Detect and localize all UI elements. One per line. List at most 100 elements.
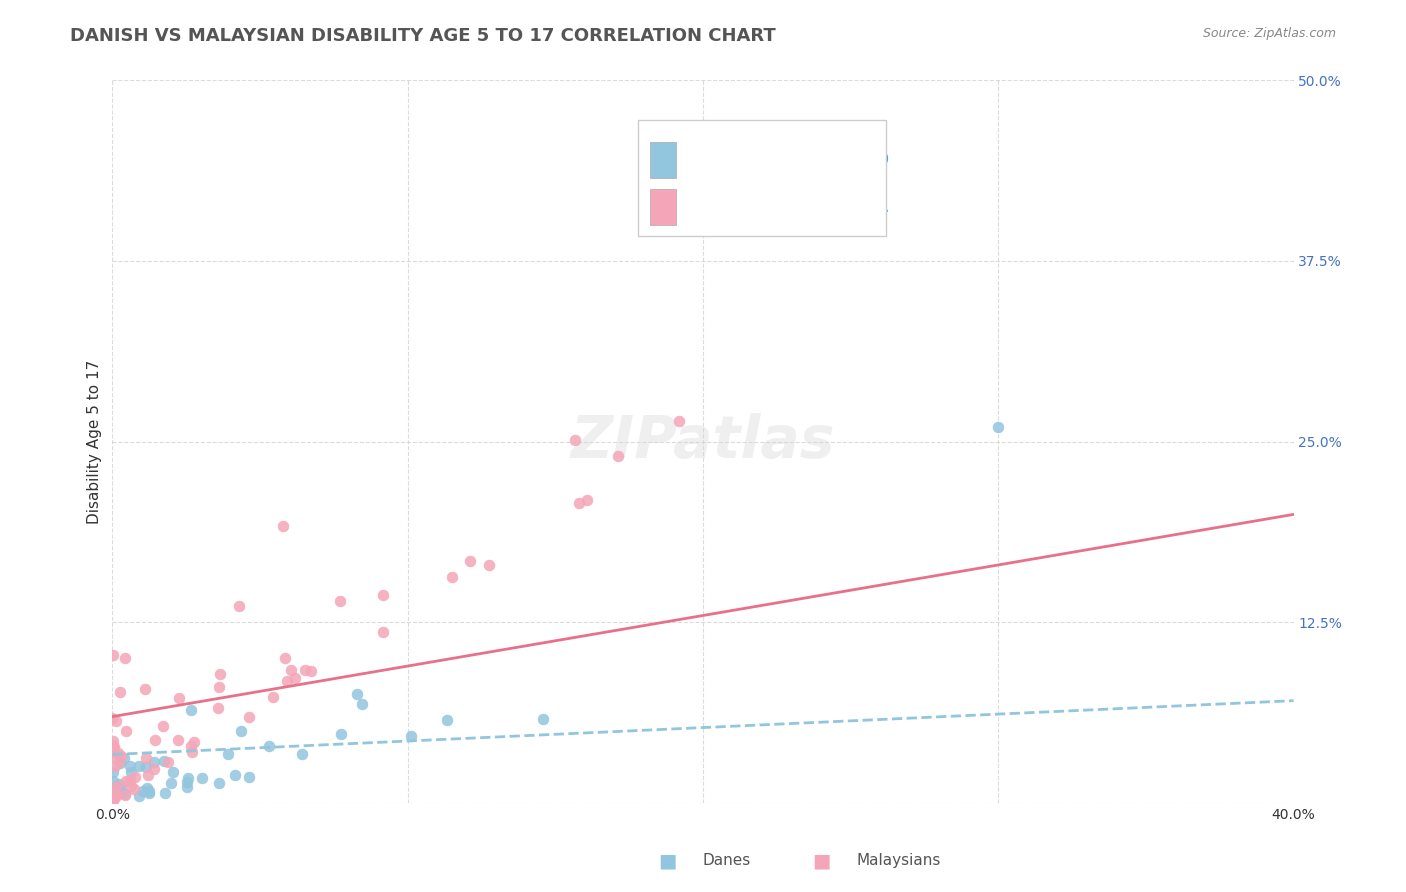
Point	[280, 663, 302, 677]
Point	[108, 685, 131, 699]
Point	[132, 784, 155, 798]
Point	[103, 791, 125, 805]
Y-axis label: Disability Age 5 to 17: Disability Age 5 to 17	[87, 359, 103, 524]
Point	[143, 733, 166, 747]
Point	[143, 762, 166, 776]
Point	[107, 746, 129, 760]
Point	[103, 759, 125, 773]
Point	[176, 774, 198, 789]
Text: Danes: Danes	[703, 853, 751, 868]
Point	[101, 744, 124, 758]
Point	[138, 784, 160, 798]
Point	[105, 779, 128, 793]
Point	[108, 756, 131, 770]
Point	[458, 554, 481, 568]
Point	[108, 777, 131, 791]
Point	[399, 729, 422, 743]
Point	[156, 756, 179, 770]
Point	[103, 740, 125, 755]
Point	[564, 434, 586, 448]
Text: 71: 71	[865, 198, 890, 216]
Point	[114, 723, 136, 738]
Point	[575, 492, 598, 507]
Point	[108, 755, 131, 769]
FancyBboxPatch shape	[638, 120, 886, 235]
Point	[101, 787, 124, 801]
Point	[180, 703, 202, 717]
Point	[135, 751, 157, 765]
Point	[104, 787, 127, 801]
Point	[217, 747, 239, 761]
Point	[159, 776, 181, 790]
Point	[284, 671, 307, 685]
Point	[128, 759, 150, 773]
Text: R =: R =	[693, 151, 733, 169]
Point	[869, 174, 891, 188]
Point	[436, 714, 458, 728]
Point	[291, 747, 314, 761]
Point	[607, 449, 630, 463]
Point	[122, 781, 145, 796]
Point	[273, 519, 295, 533]
Point	[329, 593, 352, 607]
Point	[114, 774, 136, 789]
Point	[167, 733, 190, 747]
Text: Malaysians: Malaysians	[856, 853, 941, 868]
FancyBboxPatch shape	[650, 142, 676, 178]
Point	[987, 420, 1010, 434]
Point	[134, 760, 156, 774]
Point	[162, 764, 184, 779]
Point	[101, 793, 124, 807]
Point	[128, 789, 150, 803]
Point	[120, 764, 142, 779]
Point	[531, 712, 554, 726]
Point	[101, 648, 124, 662]
Point	[114, 788, 136, 802]
Point	[103, 786, 125, 800]
Point	[120, 758, 142, 772]
Point	[153, 786, 176, 800]
Point	[224, 768, 246, 782]
Point	[101, 788, 124, 802]
Point	[103, 786, 125, 800]
Point	[299, 664, 322, 678]
Point	[183, 734, 205, 748]
Point	[118, 773, 141, 788]
Point	[101, 774, 124, 789]
FancyBboxPatch shape	[650, 188, 676, 225]
Point	[134, 682, 156, 697]
Point	[101, 765, 124, 780]
Point	[568, 496, 591, 510]
Text: 50: 50	[865, 151, 890, 169]
Point	[103, 790, 125, 805]
Point	[274, 650, 297, 665]
Point	[103, 785, 125, 799]
Point	[110, 783, 132, 797]
Point	[169, 690, 191, 705]
Point	[101, 739, 124, 753]
Point	[228, 599, 250, 614]
Point	[138, 786, 160, 800]
Point	[103, 734, 125, 748]
Point	[142, 755, 165, 769]
Point	[181, 745, 204, 759]
Point	[112, 751, 135, 765]
Point	[101, 745, 124, 759]
Text: ■: ■	[658, 851, 676, 870]
Point	[105, 779, 128, 793]
FancyBboxPatch shape	[650, 142, 676, 178]
Point	[101, 783, 124, 797]
Point	[346, 688, 368, 702]
Point	[120, 779, 142, 793]
Point	[294, 663, 316, 677]
Point	[114, 788, 136, 802]
Point	[104, 714, 127, 728]
FancyBboxPatch shape	[650, 188, 676, 225]
Text: R =: R =	[693, 198, 733, 216]
Point	[124, 770, 146, 784]
Text: N =: N =	[800, 198, 852, 216]
Point	[105, 780, 128, 795]
Point	[103, 793, 125, 807]
Point	[105, 789, 128, 803]
Point	[208, 775, 231, 789]
